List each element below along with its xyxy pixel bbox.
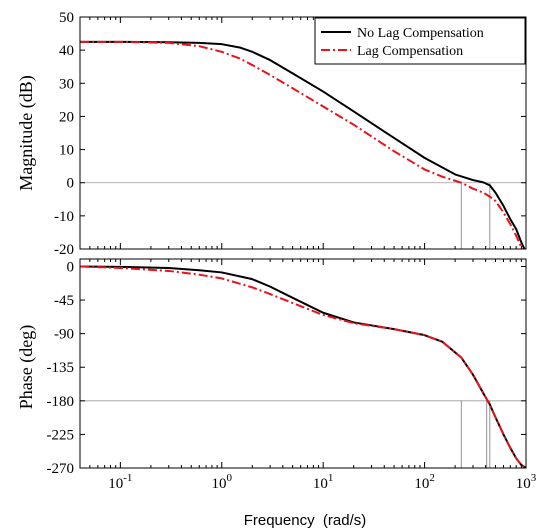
phase-series-no-lag (80, 265, 526, 468)
magnitude-y-tick-label: -10 (54, 209, 74, 225)
phase-frame (79, 258, 527, 469)
magnitude-axis-title: Magnitude (dB) (16, 75, 37, 190)
x-tick-label: 101 (313, 472, 334, 492)
magnitude-y-tick-label: 50 (59, 10, 74, 26)
legend-label: Lag Compensation (357, 44, 463, 59)
legend: No Lag Compensation Lag Compensation (314, 17, 526, 65)
frequency-axis-title: Frequency (rad/s) (244, 512, 367, 529)
phase-axis-title: Phase (deg) (16, 325, 37, 409)
magnitude-series-lag (80, 40, 524, 249)
phase-y-tick-label: -225 (47, 427, 75, 443)
x-tick-label: 100 (212, 472, 233, 492)
phase-y-tick-label: -45 (54, 293, 74, 309)
magnitude-y-tick-label: 40 (59, 43, 74, 59)
phase-series-lag (80, 265, 526, 468)
phase-y-tick-label: -180 (47, 394, 75, 410)
x-tick-label: 10-1 (108, 472, 132, 492)
magnitude-frame (79, 16, 527, 250)
x-tick-label: 102 (414, 472, 435, 492)
magnitude-y-tick-label: 30 (59, 76, 74, 92)
magnitude-y-tick-label: 20 (59, 109, 74, 125)
phase-y-tick-label: -90 (54, 327, 74, 343)
legend-label: No Lag Compensation (357, 26, 484, 41)
magnitude-panel: 50 40 30 20 10 0 -10 -20 (54, 10, 527, 258)
legend-box (314, 17, 526, 65)
phase-panel: 0 -45 -90 -135 -180 -225 -270 (47, 258, 527, 477)
magnitude-y-tick-label: 0 (67, 176, 75, 192)
phase-y-tick-label: -135 (47, 360, 75, 376)
phase-y-tick-label: -270 (47, 461, 75, 477)
magnitude-series-no-lag (80, 40, 526, 249)
phase-y-tick-label: 0 (67, 259, 75, 275)
magnitude-y-tick-label: 10 (59, 143, 74, 159)
x-tick-label: 103 (516, 472, 537, 492)
magnitude-y-tick-label: -20 (54, 242, 74, 258)
